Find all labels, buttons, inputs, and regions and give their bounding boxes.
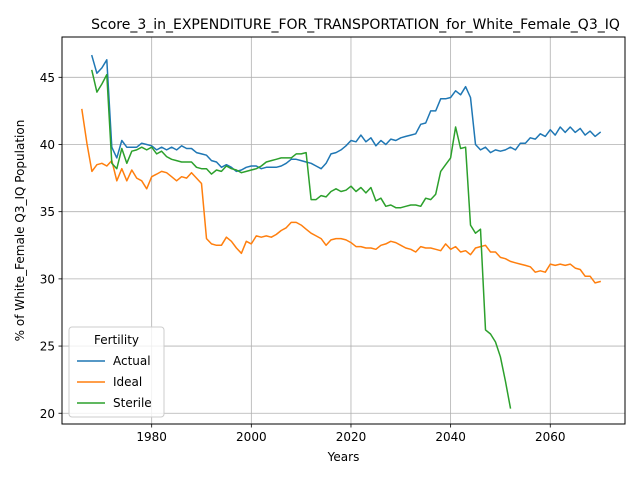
x-axis-label: Years [327,450,360,464]
series-line-ideal [81,108,602,284]
series-line-sterile [90,69,512,409]
x-axis: 1980 2000 2020 2040 2060 [136,424,566,444]
x-tick-label: 2040 [435,430,466,444]
x-tick-label: 2060 [535,430,566,444]
y-axis: 20 25 30 35 40 45 [40,71,62,421]
plot-area [61,36,626,425]
y-tick-label: 45 [40,71,55,85]
grid [62,37,625,424]
y-tick-label: 25 [40,340,55,354]
series-line-actual [90,54,602,173]
y-tick-label: 20 [40,407,55,421]
y-axis-label: % of White_Female Q3_IQ Population [13,120,27,342]
y-tick-label: 30 [40,272,55,286]
y-tick-label: 35 [40,205,55,219]
legend: Fertility Actual Ideal Sterile [68,326,165,418]
y-tick-label: 40 [40,138,55,152]
legend-entry-sterile: Sterile [113,396,152,410]
series-layer [81,54,602,409]
x-tick-label: 2020 [336,430,367,444]
x-tick-label: 2000 [236,430,267,444]
x-tick-label: 1980 [136,430,167,444]
chart-title: Score_3_in_EXPENDITURE_FOR_TRANSPORTATIO… [91,17,620,33]
legend-entry-actual: Actual [113,354,151,368]
legend-title: Fertility [94,333,139,347]
legend-box [68,326,165,418]
legend-entry-ideal: Ideal [113,375,142,389]
